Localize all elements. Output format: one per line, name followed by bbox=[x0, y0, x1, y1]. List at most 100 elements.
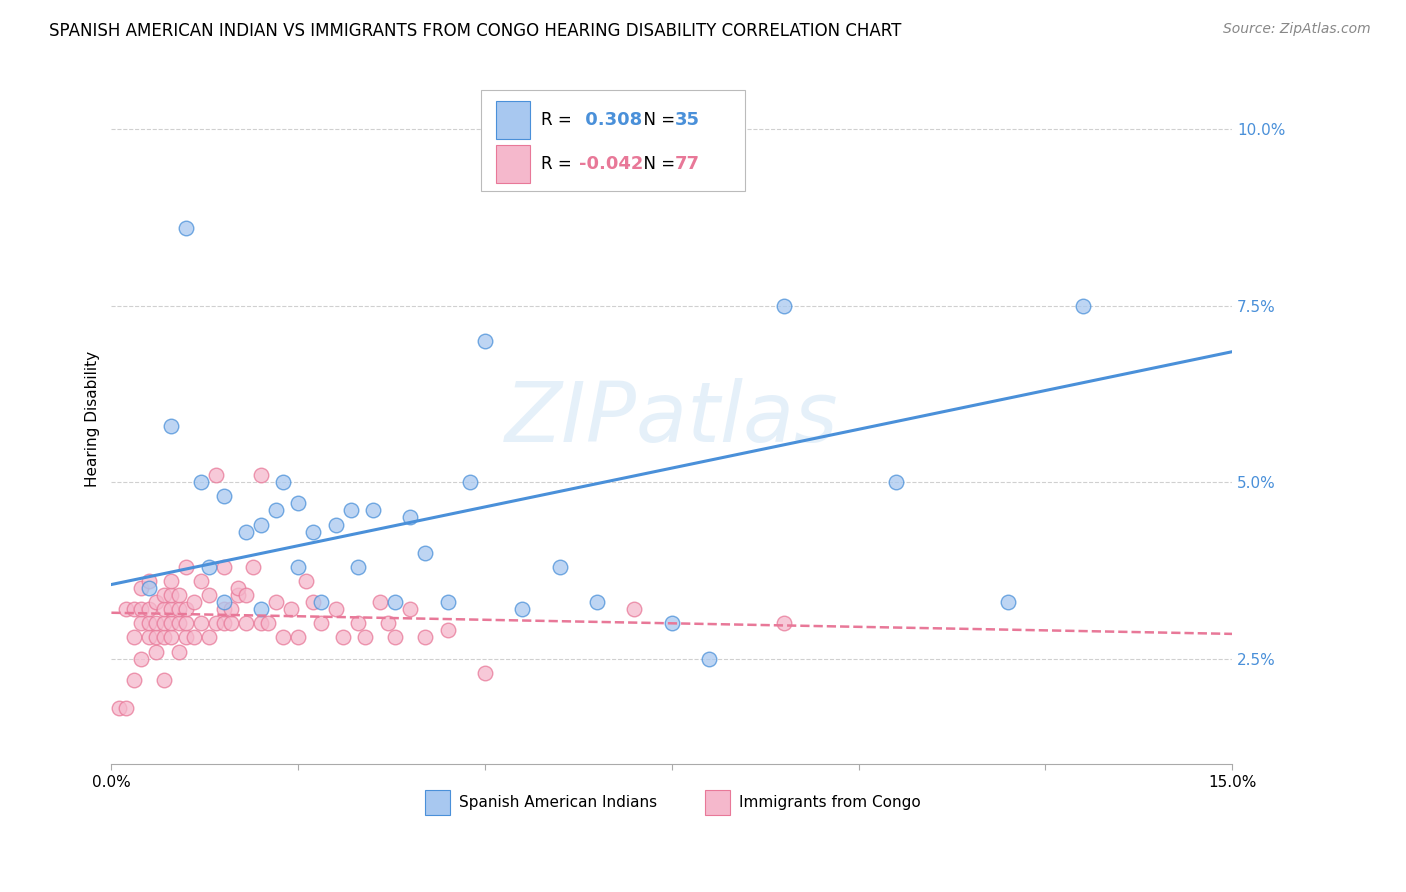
Point bbox=[474, 665, 496, 680]
Point bbox=[129, 651, 152, 665]
Point bbox=[264, 503, 287, 517]
FancyBboxPatch shape bbox=[496, 145, 530, 183]
Point bbox=[212, 595, 235, 609]
Point bbox=[174, 602, 197, 616]
Point bbox=[108, 701, 131, 715]
Text: SPANISH AMERICAN INDIAN VS IMMIGRANTS FROM CONGO HEARING DISABILITY CORRELATION : SPANISH AMERICAN INDIAN VS IMMIGRANTS FR… bbox=[49, 22, 901, 40]
Point bbox=[167, 602, 190, 616]
Point bbox=[235, 588, 257, 602]
Point bbox=[413, 631, 436, 645]
Point bbox=[773, 616, 796, 631]
Point bbox=[997, 595, 1019, 609]
Point bbox=[152, 588, 174, 602]
Point bbox=[205, 468, 228, 483]
Point bbox=[242, 560, 264, 574]
Point bbox=[129, 602, 152, 616]
Point bbox=[302, 595, 325, 609]
Point bbox=[115, 701, 138, 715]
Point bbox=[122, 673, 145, 687]
Point bbox=[212, 489, 235, 503]
Point bbox=[773, 299, 796, 313]
Point bbox=[145, 644, 167, 658]
Point bbox=[174, 616, 197, 631]
Point bbox=[271, 631, 294, 645]
Point bbox=[129, 616, 152, 631]
Text: R =: R = bbox=[541, 154, 576, 173]
Point bbox=[325, 517, 347, 532]
Point bbox=[436, 595, 458, 609]
Point bbox=[160, 631, 183, 645]
Point bbox=[115, 602, 138, 616]
Point bbox=[354, 631, 377, 645]
Point bbox=[145, 631, 167, 645]
Point bbox=[152, 616, 174, 631]
Point bbox=[219, 616, 242, 631]
Point bbox=[152, 602, 174, 616]
Point bbox=[228, 588, 250, 602]
Point bbox=[235, 616, 257, 631]
Y-axis label: Hearing Disability: Hearing Disability bbox=[86, 351, 100, 487]
Point bbox=[264, 595, 287, 609]
Point bbox=[212, 602, 235, 616]
Point bbox=[287, 496, 309, 510]
Point bbox=[190, 616, 212, 631]
Point bbox=[212, 560, 235, 574]
Point bbox=[884, 475, 907, 490]
Point bbox=[332, 631, 354, 645]
Point bbox=[129, 581, 152, 595]
Text: 77: 77 bbox=[675, 154, 700, 173]
Point bbox=[205, 616, 228, 631]
Point bbox=[361, 503, 384, 517]
Point bbox=[325, 602, 347, 616]
Point bbox=[280, 602, 302, 616]
Point bbox=[339, 503, 361, 517]
Point bbox=[160, 588, 183, 602]
Point bbox=[294, 574, 316, 588]
Point bbox=[384, 595, 406, 609]
Point bbox=[122, 631, 145, 645]
Point bbox=[309, 616, 332, 631]
Point bbox=[512, 602, 534, 616]
Point bbox=[287, 631, 309, 645]
Text: Source: ZipAtlas.com: Source: ZipAtlas.com bbox=[1223, 22, 1371, 37]
Point bbox=[347, 616, 370, 631]
Point bbox=[160, 602, 183, 616]
Text: N =: N = bbox=[633, 154, 681, 173]
Text: 0.308: 0.308 bbox=[579, 111, 643, 128]
FancyBboxPatch shape bbox=[706, 790, 730, 815]
Point bbox=[586, 595, 609, 609]
Point bbox=[661, 616, 683, 631]
Point bbox=[138, 602, 160, 616]
Point bbox=[197, 588, 219, 602]
Text: Immigrants from Congo: Immigrants from Congo bbox=[740, 795, 921, 810]
Point bbox=[138, 631, 160, 645]
Point bbox=[250, 602, 273, 616]
Point bbox=[197, 631, 219, 645]
Point bbox=[152, 631, 174, 645]
Point bbox=[309, 595, 332, 609]
Point bbox=[138, 574, 160, 588]
Point bbox=[1071, 299, 1094, 313]
Point bbox=[167, 616, 190, 631]
Point bbox=[623, 602, 645, 616]
Point bbox=[160, 616, 183, 631]
Point bbox=[697, 651, 720, 665]
Point bbox=[399, 510, 422, 524]
Text: Spanish American Indians: Spanish American Indians bbox=[458, 795, 657, 810]
Point bbox=[399, 602, 422, 616]
Point bbox=[174, 221, 197, 235]
Point bbox=[183, 595, 205, 609]
Point bbox=[250, 468, 273, 483]
Text: ZIPatlas: ZIPatlas bbox=[505, 378, 838, 459]
Point bbox=[302, 524, 325, 539]
Point bbox=[347, 560, 370, 574]
FancyBboxPatch shape bbox=[496, 101, 530, 139]
Text: N =: N = bbox=[633, 111, 681, 128]
Point bbox=[219, 602, 242, 616]
Point bbox=[190, 475, 212, 490]
Point bbox=[145, 616, 167, 631]
Point bbox=[122, 602, 145, 616]
Point bbox=[212, 616, 235, 631]
Point bbox=[197, 560, 219, 574]
Point bbox=[458, 475, 481, 490]
